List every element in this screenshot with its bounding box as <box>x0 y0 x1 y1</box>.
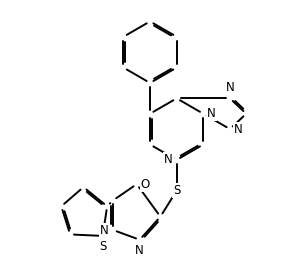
Text: O: O <box>141 178 150 191</box>
Text: S: S <box>99 240 106 253</box>
Text: N: N <box>207 107 216 120</box>
Text: N: N <box>100 224 109 237</box>
Text: N: N <box>135 244 144 257</box>
Text: N: N <box>234 123 243 136</box>
Text: N: N <box>226 81 234 94</box>
Text: S: S <box>173 184 180 197</box>
Text: N: N <box>164 153 173 166</box>
